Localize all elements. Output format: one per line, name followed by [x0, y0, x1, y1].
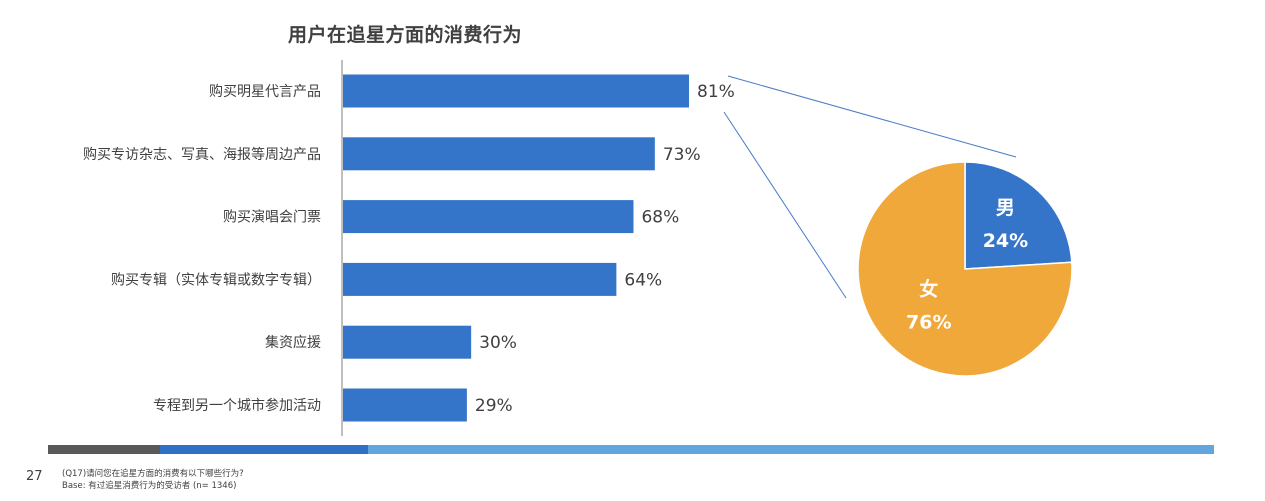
footer-segment-light [368, 445, 1214, 454]
callout-connectors [723, 75, 1017, 299]
callout-line [723, 111, 847, 299]
bar [343, 200, 634, 234]
category-label: 购买明星代言产品 [209, 84, 321, 100]
bar-value-label: 73% [663, 145, 701, 165]
bar-chart: 购买明星代言产品 81% 购买专访杂志、写真、海报等周边产品 73% 购买演唱会门票 68… [83, 60, 735, 436]
bar-value-label: 64% [624, 270, 662, 290]
bar-value-label: 29% [475, 396, 513, 416]
chart-title: 用户在追星方面的消费行为 [288, 24, 523, 46]
pie-slice [857, 161, 1073, 377]
page-number: 27 [26, 469, 43, 484]
category-label: 集资应援 [265, 334, 321, 351]
footer-segment-blue [160, 445, 368, 454]
pie-slice-value: 24% [983, 230, 1028, 252]
bar-value-label: 68% [641, 208, 679, 228]
bar [343, 74, 689, 108]
pie-slice-value: 76% [906, 311, 951, 333]
pie-slice-label: 男 [996, 197, 1015, 219]
bar-value-label: 30% [479, 333, 517, 353]
footer-segment-dark [48, 445, 160, 454]
category-label: 购买专辑（实体专辑或数字专辑） [111, 272, 321, 288]
pie-chart: 男 24% 女 76% [857, 161, 1073, 377]
pie-slice [964, 161, 1073, 270]
pie-slice-label: 女 [919, 277, 938, 300]
category-label: 购买演唱会门票 [223, 210, 321, 226]
category-label: 购买专访杂志、写真、海报等周边产品 [83, 146, 321, 163]
bar [343, 137, 655, 171]
bar [343, 262, 617, 296]
category-label: 专程到另一个城市参加活动 [153, 397, 321, 414]
base-note: Base: 有过追星消费行为的受访者 (n= 1346) [62, 481, 237, 491]
question-note: (Q17)请问您在追星方面的消费有以下哪些行为? [62, 469, 244, 479]
footer-accent-bar [48, 445, 1214, 454]
bar-value-label: 81% [697, 82, 735, 102]
bar [343, 325, 472, 359]
bar [343, 388, 467, 422]
callout-line [727, 75, 1017, 158]
